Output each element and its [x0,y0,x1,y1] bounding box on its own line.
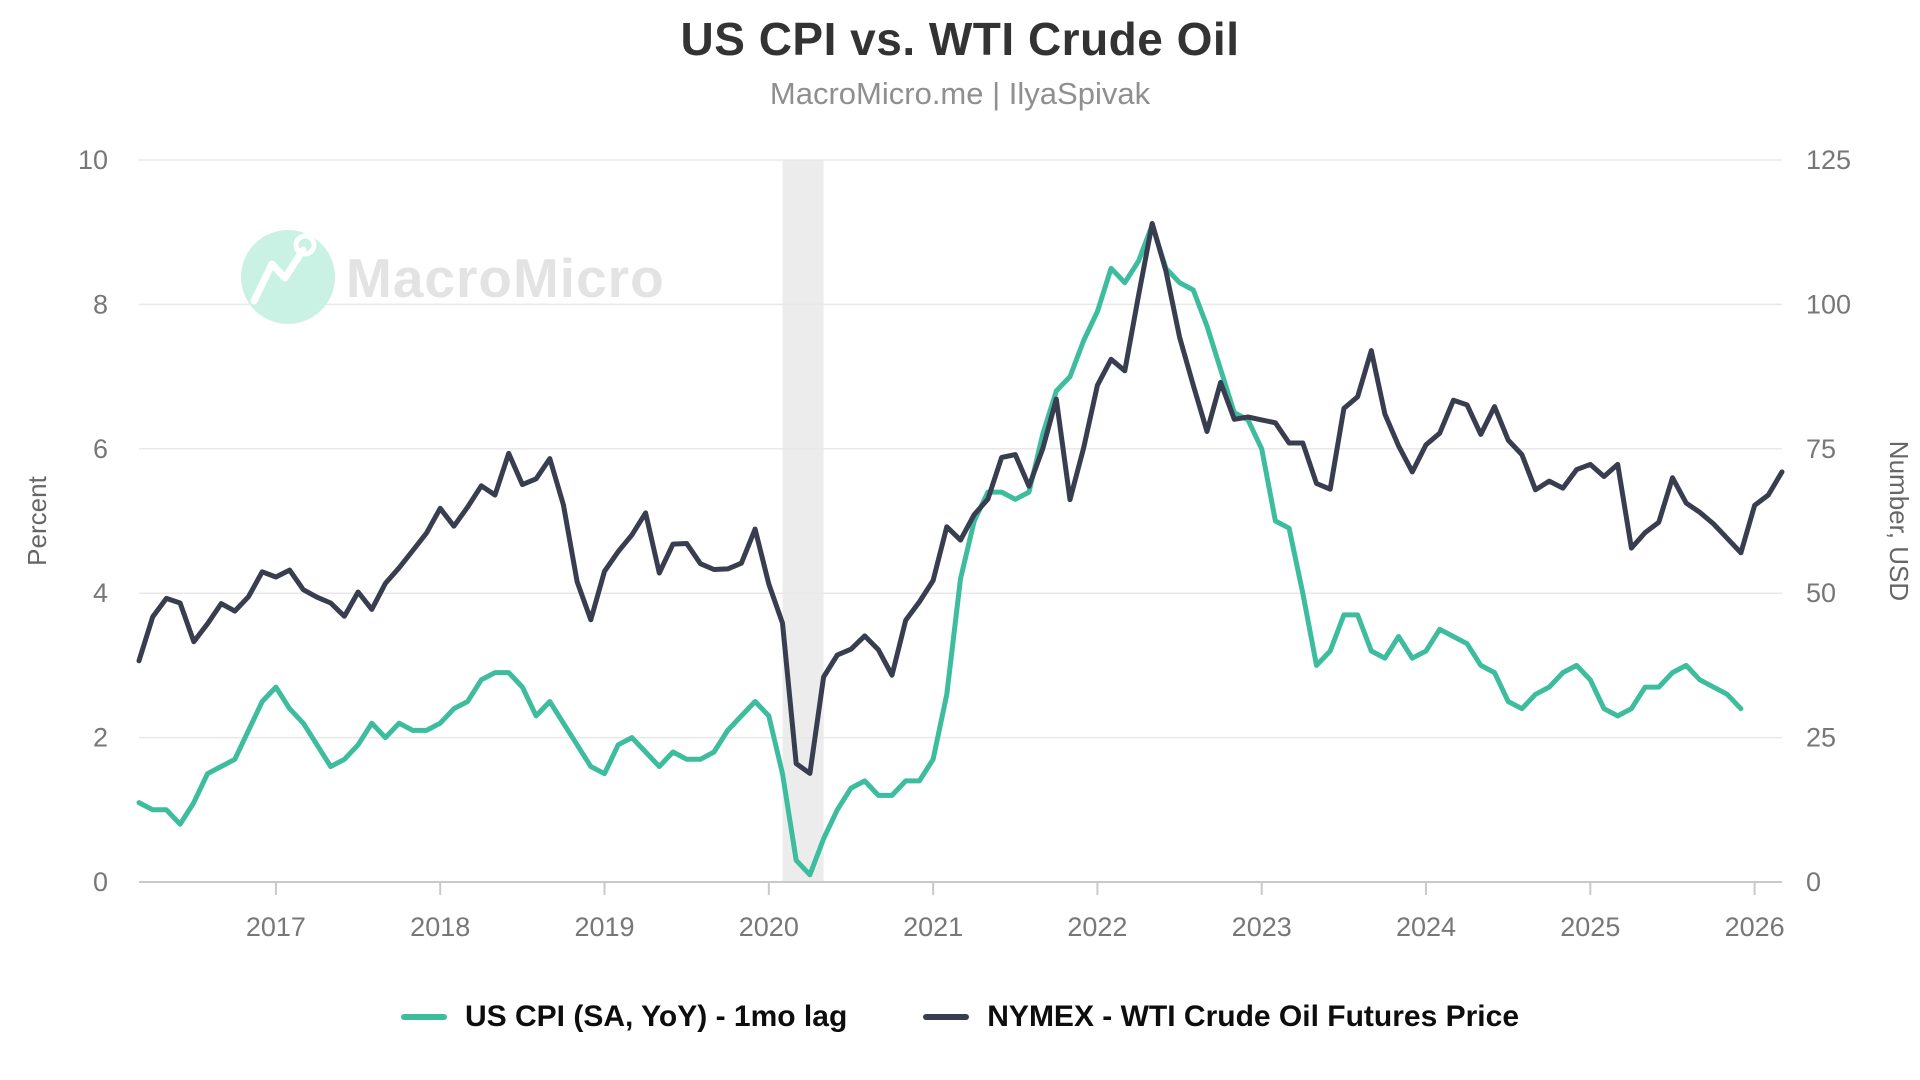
right-axis-tick-label: 25 [1806,723,1836,753]
wti-line[interactable] [136,221,1785,776]
right-axis-tick-label: 100 [1806,289,1851,319]
left-axis-tick-label: 10 [78,145,108,175]
x-axis-year-label: 2021 [903,912,963,942]
legend-item-wti-label: NYMEX - WTI Crude Oil Futures Price [987,1000,1520,1033]
right-axis-tick-label: 0 [1806,867,1821,897]
left-axis-title: Percent [22,475,52,565]
x-axis-year-label: 2018 [410,912,470,942]
right-axis-tick-label: 50 [1806,578,1836,608]
legend-item-wti[interactable]: NYMEX - WTI Crude Oil Futures Price [923,1000,1519,1034]
x-axis-year-label: 2019 [574,912,634,942]
page-title: US CPI vs. WTI Crude Oil [680,13,1240,65]
x-axis-year-label: 2025 [1560,912,1620,942]
x-axis-year-label: 2024 [1396,912,1456,942]
legend-item-cpi[interactable]: US CPI (SA, YoY) - 1mo lag [400,1000,848,1034]
recession-band [782,160,824,882]
macromicro-watermark-text: MacroMicro [346,247,665,309]
page-subtitle: MacroMicro.me | IlyaSpivak [769,76,1151,111]
legend-item-cpi-label: US CPI (SA, YoY) - 1mo lag [464,1000,848,1033]
left-axis-tick-label: 4 [93,578,108,608]
cpi-line[interactable] [136,222,1744,878]
legend: US CPI (SA, YoY) - 1mo lag NYMEX - WTI Cr… [0,1000,1920,1034]
x-axis-year-label: 2026 [1725,912,1785,942]
legend-item-wti-swatch [923,1014,970,1020]
left-axis-tick-label: 6 [93,434,108,464]
chart-header: US CPI vs. WTI Crude Oil MacroMicro.me |… [0,12,1920,112]
right-axis-tick-label: 75 [1806,434,1836,464]
legend-item-cpi-swatch [400,1014,447,1020]
left-axis-tick-label: 2 [93,723,108,753]
x-axis-year-label: 2023 [1232,912,1292,942]
right-axis-title: Number, USD [1884,441,1914,601]
x-axis-year-label: 2022 [1067,912,1127,942]
x-axis-year-label: 2020 [739,912,799,942]
right-axis-tick-label: 125 [1806,145,1851,175]
macromicro-watermark: MacroMicro [241,222,665,324]
left-axis-tick-label: 0 [93,867,108,897]
x-axis-year-label: 2017 [246,912,306,942]
left-axis-tick-label: 8 [93,289,108,319]
data-series[interactable] [136,221,1785,878]
macromicro-logo-icon [250,246,307,305]
